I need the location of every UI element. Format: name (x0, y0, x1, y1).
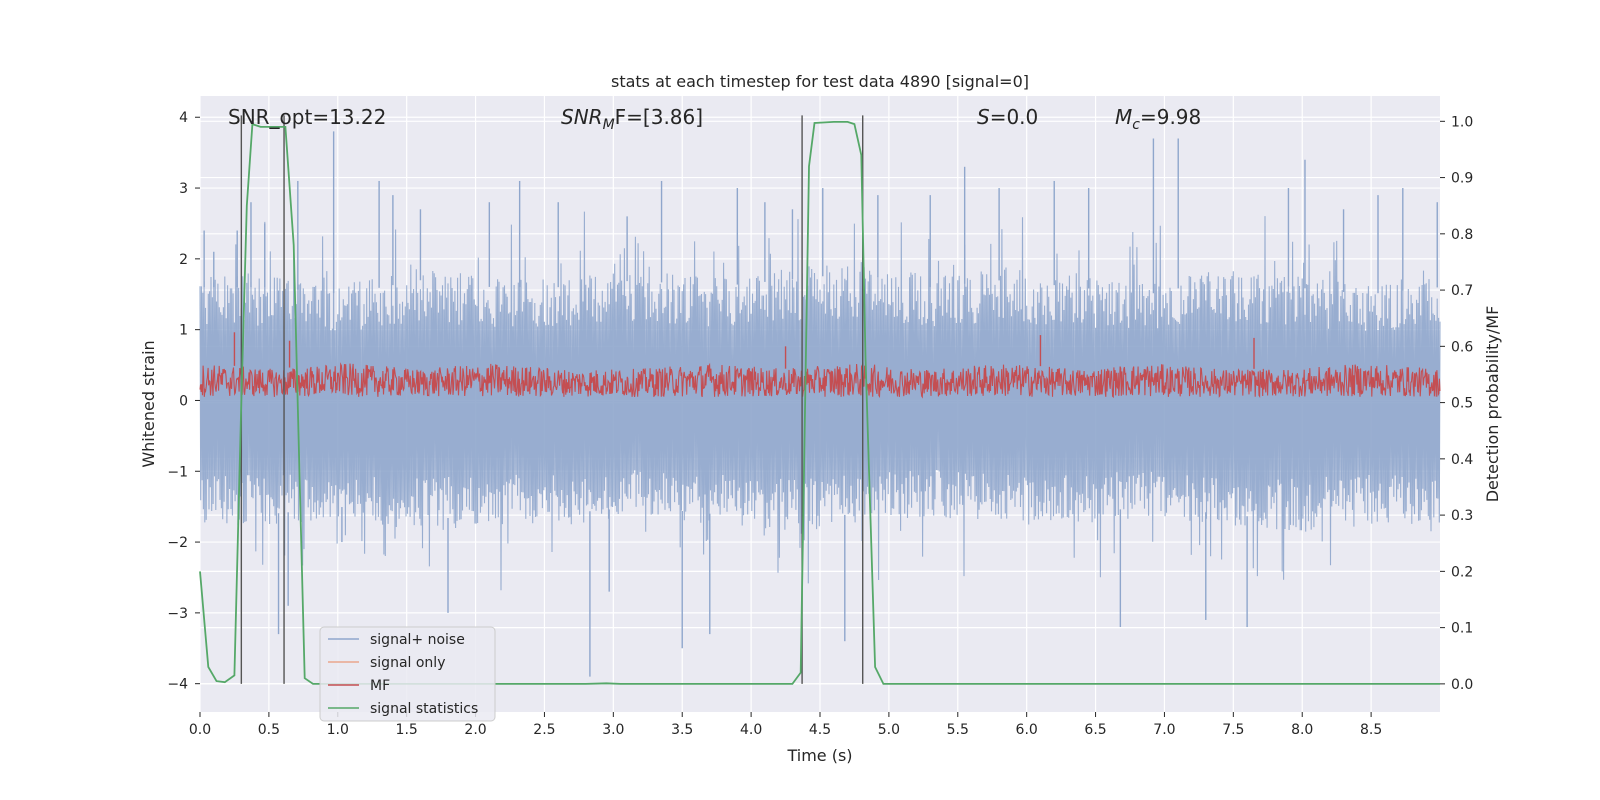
annotation-mc-subscript: c (1132, 117, 1140, 133)
x-axis-ticks: 0.0 0.5 1.0 1.5 2.0 2.5 3.0 3.5 4.0 4.5 5.0 5.5 6.0 6… (189, 712, 1382, 738)
y2-tick-label-1: 0.9 (1451, 171, 1473, 187)
y-tick-label-1: 3 (179, 181, 188, 197)
y2-tick-label-5: 0.5 (1451, 396, 1473, 412)
mf-series (199, 332, 1441, 399)
annotation-mc-value: =9.98 (1140, 105, 1201, 129)
y2-tick-label-4: 0.6 (1451, 339, 1473, 355)
x-tick-label-13: 6.5 (1084, 722, 1106, 738)
y2-tick-label-6: 0.4 (1451, 452, 1473, 468)
y2-tick-label-10: 0.0 (1451, 677, 1473, 693)
mf-line (199, 362, 1441, 399)
signal-noise-peaks (203, 131, 1438, 677)
y2-axis-ticks: 1.0 0.9 0.8 0.7 0.6 0.5 0.4 0.3 0.2 0.1 0.0 (1440, 114, 1473, 693)
annotation-snr-mf-symbol: SNR (561, 105, 603, 129)
annotation-snr-opt: SNR_opt=13.22 (228, 105, 386, 129)
x-axis-label: Time (s) (786, 746, 852, 765)
annotation-snr-mf-value: F=[3.86] (615, 105, 703, 129)
chart-title: stats at each timestep for test data 489… (611, 72, 1029, 91)
x-tick-label-7: 3.5 (671, 722, 693, 738)
x-tick-label-12: 6.0 (1016, 722, 1038, 738)
annotation-mc-symbol: M (1115, 105, 1132, 129)
annotation-s: S=0.0 (977, 105, 1038, 129)
x-tick-label-10: 5.0 (878, 722, 900, 738)
legend-label-mf: MF (370, 678, 390, 694)
signal-statistics-line (199, 121, 1440, 685)
legend: signal+ noise signal only MF signal stat… (319, 626, 496, 722)
annotation-mc: Mc=9.98 (1115, 105, 1201, 133)
legend-label-signal-noise: signal+ noise (370, 632, 465, 648)
signal-noise-series (199, 131, 1441, 677)
x-tick-label-17: 8.5 (1360, 722, 1382, 738)
y-tick-label-0: 4 (179, 110, 188, 126)
y-tick-label-2: 2 (179, 252, 188, 268)
x-tick-label-14: 7.0 (1153, 722, 1175, 738)
x-tick-label-0: 0.0 (189, 722, 211, 738)
x-tick-label-5: 2.5 (533, 722, 555, 738)
x-tick-label-8: 4.0 (740, 722, 762, 738)
annotation-snr-mf: SNRMF=[3.86] (561, 105, 703, 133)
x-tick-label-16: 8.0 (1291, 722, 1313, 738)
annotation-s-symbol: S (977, 105, 990, 129)
y2-tick-label-0: 1.0 (1451, 114, 1473, 130)
legend-label-signal-only: signal only (370, 655, 445, 671)
y-tick-label-8: −4 (167, 677, 188, 693)
y2-tick-label-2: 0.8 (1451, 227, 1473, 243)
y-tick-label-6: −2 (167, 535, 188, 551)
x-tick-label-9: 4.5 (809, 722, 831, 738)
y2-tick-label-7: 0.3 (1451, 508, 1473, 524)
x-tick-label-1: 0.5 (258, 722, 280, 738)
x-tick-label-2: 1.0 (327, 722, 349, 738)
signal-statistics-series (199, 121, 1440, 685)
mf-peaks (233, 332, 1255, 369)
y2-axis-label: Detection probability/MF (1483, 306, 1502, 503)
y-tick-label-4: 0 (179, 393, 188, 409)
annotations: SNR_opt=13.22 SNRMF=[3.86] S=0.0 Mc=9.98 (228, 105, 1201, 133)
x-tick-label-3: 1.5 (396, 722, 418, 738)
signal-noise-line (199, 211, 1441, 591)
annotation-s-value: =0.0 (990, 105, 1039, 129)
y-axis-ticks: 4 3 2 1 0 −1 −2 −3 −4 (167, 110, 200, 693)
y2-tick-label-3: 0.7 (1451, 283, 1473, 299)
x-tick-label-15: 7.5 (1222, 722, 1244, 738)
x-tick-label-6: 3.0 (602, 722, 624, 738)
x-tick-label-11: 5.5 (947, 722, 969, 738)
annotation-snr-mf-subscript: M (603, 117, 615, 133)
legend-box (319, 626, 496, 722)
y2-tick-label-9: 0.1 (1451, 621, 1473, 637)
legend-label-signal-statistics: signal statistics (370, 701, 478, 717)
y-axis-label: Whitened strain (139, 340, 158, 467)
y-tick-label-5: −1 (167, 464, 188, 480)
x-tick-label-4: 2.0 (464, 722, 486, 738)
y2-tick-label-8: 0.2 (1451, 564, 1473, 580)
y-tick-label-7: −3 (167, 606, 188, 622)
y-tick-label-3: 1 (179, 323, 188, 339)
